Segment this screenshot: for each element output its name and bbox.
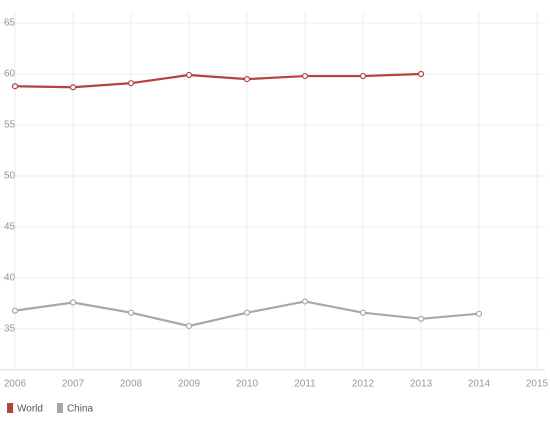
data-point xyxy=(243,75,251,83)
data-point xyxy=(185,322,193,330)
x-tick-label: 2012 xyxy=(352,378,375,389)
data-point xyxy=(69,299,77,306)
data-point xyxy=(301,298,309,305)
legend-label: World xyxy=(17,404,43,415)
data-point xyxy=(127,309,135,316)
x-tick-label: 2014 xyxy=(468,378,491,389)
legend-item: World xyxy=(7,403,43,415)
data-point xyxy=(11,307,19,314)
data-point xyxy=(69,84,77,91)
x-tick-label: 2011 xyxy=(294,378,316,389)
data-point xyxy=(359,309,367,316)
x-tick-label: 2015 xyxy=(526,378,549,389)
y-tick-label: 45 xyxy=(4,222,16,233)
y-tick-label: 60 xyxy=(4,69,16,80)
data-point xyxy=(359,72,367,80)
data-point xyxy=(11,83,19,90)
y-tick-label: 55 xyxy=(4,120,16,131)
data-point xyxy=(417,70,425,78)
data-point xyxy=(243,309,251,316)
x-tick-label: 2008 xyxy=(120,378,143,389)
x-tick-label: 2010 xyxy=(236,378,259,389)
y-tick-label: 65 xyxy=(4,18,16,29)
data-point xyxy=(475,310,483,317)
y-tick-label: 35 xyxy=(4,324,16,335)
series-line xyxy=(14,72,422,89)
legend-swatch xyxy=(56,403,63,413)
legend-item: China xyxy=(56,403,94,415)
data-point xyxy=(127,80,135,87)
data-point xyxy=(417,315,425,322)
x-tick-label: 2009 xyxy=(178,378,201,389)
y-tick-label: 40 xyxy=(4,273,16,284)
x-tick-label: 2006 xyxy=(4,378,27,389)
x-tick-label: 2013 xyxy=(410,378,433,389)
legend-swatch xyxy=(7,403,13,413)
y-tick-label: 50 xyxy=(4,171,16,182)
x-tick-label: 2007 xyxy=(62,378,85,389)
legend-label: China xyxy=(67,404,94,415)
data-point xyxy=(301,72,309,80)
data-point xyxy=(185,71,193,79)
